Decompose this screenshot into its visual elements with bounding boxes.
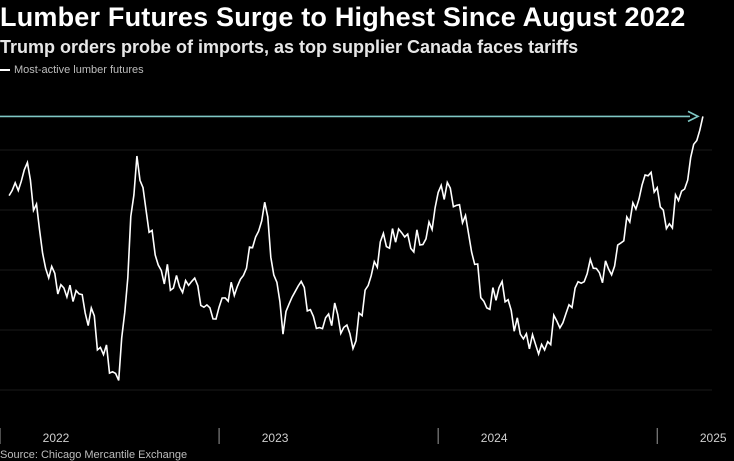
source-note: Source: Chicago Mercantile Exchange [0, 449, 188, 461]
legend-label: Most-active lumber futures [14, 64, 144, 76]
x-tick-label: 2025 [700, 431, 727, 445]
legend-swatch [0, 69, 10, 72]
series-line-lumber-futures [8, 116, 704, 381]
grid-lines [0, 149, 712, 391]
x-tick-label: 2023 [262, 431, 289, 445]
arrow-head [687, 110, 700, 123]
legend: Most-active lumber futures [0, 64, 144, 76]
x-tick-label: 2022 [43, 431, 70, 445]
chart-subtitle: Trump orders probe of imports, as top su… [0, 37, 579, 57]
highest-level-arrow [0, 110, 700, 123]
x-tick-label: 2024 [481, 431, 508, 445]
x-axis-ticks: 2022 2023 2024 2025 [0, 428, 727, 445]
chart-title: Lumber Futures Surge to Highest Since Au… [0, 2, 686, 32]
